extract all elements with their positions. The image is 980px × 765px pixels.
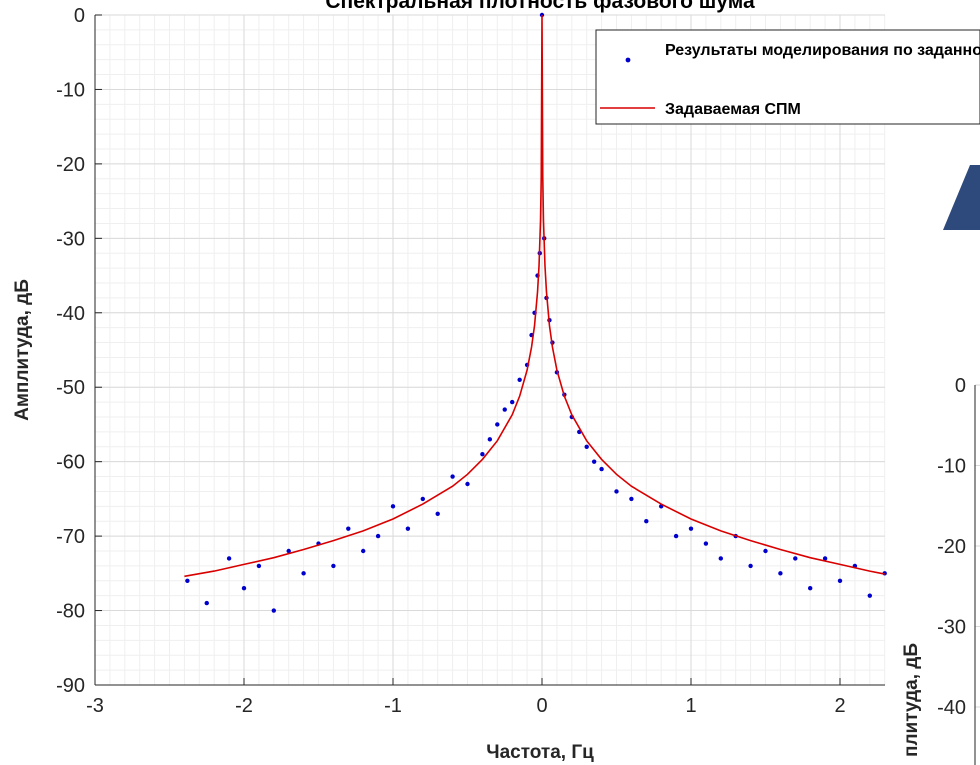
y-tick-label: -60: [56, 452, 85, 474]
scatter-point: [405, 526, 411, 531]
arrow-shape: [943, 165, 980, 230]
y-tick-label: 0: [74, 5, 85, 27]
second-chart-y-tick-labels: 0 -10 -20 -30 -40: [937, 375, 966, 719]
scatter-point: [837, 578, 843, 583]
scatter-point: [420, 496, 425, 502]
x-tick-label: -3: [86, 695, 104, 717]
line-series-path: [184, 14, 885, 578]
scatter-point: [510, 399, 515, 405]
x-axis-title: Частота, Гц: [486, 742, 594, 763]
second-chart-y-tick-label: 0: [955, 375, 966, 397]
x-tick-label: 2: [834, 695, 845, 717]
scatter-point: [375, 533, 381, 539]
scatter-point: [763, 548, 768, 554]
scatter-point: [226, 556, 232, 561]
x-tick-labels: -3 -2 -1 0 1 2: [86, 695, 845, 717]
second-chart-y-tick-label: -40: [937, 697, 966, 719]
y-axis-title: Амплитуда, дБ: [12, 279, 33, 421]
second-chart-grid: [975, 384, 980, 708]
scatter-point: [390, 504, 396, 509]
scatter-point: [793, 556, 798, 561]
scatter-point: [346, 526, 351, 531]
second-chart-y-tick-label: -20: [937, 536, 966, 558]
minor-grid: [94, 14, 886, 686]
y-tick-label: -90: [56, 675, 85, 697]
scatter-point: [867, 593, 872, 598]
plot-area: [95, 15, 885, 685]
scatter-point: [435, 511, 440, 516]
scatter-point: [241, 586, 247, 591]
second-chart: 0 -10 -20 -30 -40 плитуда, дБ: [900, 340, 980, 765]
scatter-point: [185, 578, 190, 583]
legend-marker-scatter: [625, 57, 631, 63]
second-chart-y-axis-title: плитуда, дБ: [901, 643, 922, 757]
scatter-point: [517, 377, 522, 382]
legend-box: [595, 29, 980, 125]
scatter-point: [495, 422, 500, 427]
scatter-point: [688, 526, 694, 531]
x-tick-label: -1: [384, 695, 402, 717]
scatter-point: [808, 586, 813, 591]
y-tick-labels: 0 -10 -20 -30 -40 -50 -60 -70 -80 -90: [56, 5, 85, 697]
scatter-point: [644, 519, 649, 524]
scatter-point: [256, 563, 262, 569]
scatter-point: [361, 548, 366, 554]
x-tick-label: -2: [235, 695, 253, 717]
x-tick-label: 1: [685, 695, 696, 717]
y-tick-label: -80: [56, 601, 85, 623]
scatter-point: [599, 466, 604, 472]
scatter-point: [778, 571, 783, 576]
y-tick-label: -40: [56, 303, 85, 325]
scatter-point: [614, 489, 619, 494]
y-tick-label: -50: [56, 377, 85, 399]
scatter-point: [591, 459, 597, 464]
scatter-point: [673, 533, 679, 539]
y-tick-label: -10: [56, 79, 85, 101]
y-tick-label: -70: [56, 526, 85, 548]
scatter-point: [331, 563, 336, 569]
scatter-point: [301, 571, 306, 576]
scatter-point: [465, 481, 470, 487]
scatter-point: [629, 496, 634, 502]
scatter-point: [286, 548, 291, 554]
second-chart-y-tick-label: -10: [937, 456, 966, 478]
line-series: [184, 14, 885, 578]
scatter-point: [502, 407, 507, 412]
y-tick-label: -20: [56, 154, 85, 176]
scatter-point: [204, 600, 209, 606]
x-tick-label: 0: [536, 695, 547, 717]
chart-title: Спектральная плотность фазового шума: [325, 0, 755, 13]
main-chart: -3 -2 -1 0 1 2 0-10-20-30-40-50-60-70-80-90 С…: [12, 0, 980, 763]
scatter-point: [271, 608, 276, 613]
second-chart-y-tick-label: -30: [937, 617, 966, 639]
scatter-point: [480, 452, 485, 457]
scatter-point: [487, 437, 493, 442]
legend-label-scatter: Результаты моделирования по заданной СПМ: [665, 42, 980, 59]
axes: [94, 15, 885, 686]
legend-label-line: Задаваемая СПМ: [665, 101, 801, 118]
scatter-point: [822, 556, 828, 561]
scatter-point: [450, 474, 455, 479]
scatter-point: [584, 444, 589, 449]
y-tick-label: -30: [56, 228, 85, 250]
second-chart-background: [900, 340, 980, 765]
scatter-point: [748, 563, 753, 569]
scatter-point: [718, 556, 723, 561]
legend: Результаты моделирования по заданной СПМ…: [595, 29, 980, 125]
scatter-point: [703, 541, 709, 546]
